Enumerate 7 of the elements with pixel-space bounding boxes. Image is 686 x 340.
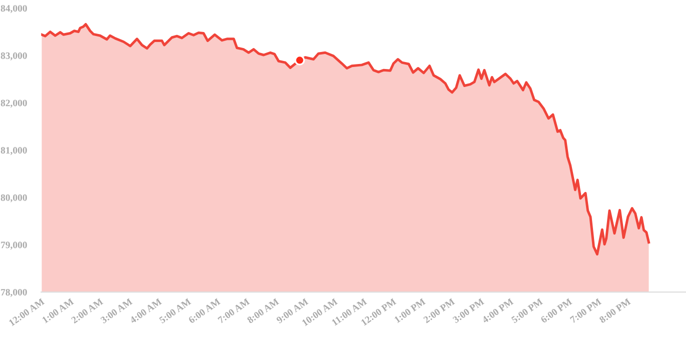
y-tick-label: 83,000: [0, 52, 27, 60]
y-tick-label: 78,000: [1, 288, 27, 297]
y-tick-label: 81,000: [0, 147, 27, 155]
y-tick-label: 84,000: [0, 5, 27, 14]
y-tick-label: 82,000: [0, 100, 27, 108]
y-tick-label: 79,000: [1, 242, 27, 250]
y-tick-label: 80,000: [0, 194, 27, 202]
